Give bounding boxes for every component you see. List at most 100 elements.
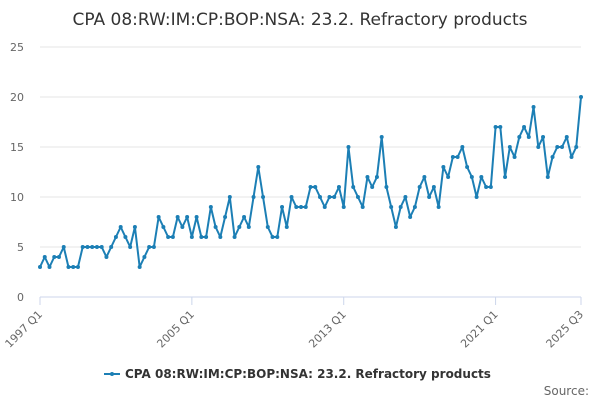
- data-point[interactable]: [275, 235, 280, 239]
- data-point[interactable]: [493, 125, 498, 129]
- data-point[interactable]: [75, 265, 80, 269]
- data-point[interactable]: [118, 225, 123, 229]
- data-point[interactable]: [450, 155, 455, 159]
- data-point[interactable]: [237, 225, 242, 229]
- data-point[interactable]: [142, 255, 147, 259]
- data-point[interactable]: [479, 175, 484, 179]
- data-point[interactable]: [517, 135, 522, 139]
- data-point[interactable]: [71, 265, 76, 269]
- data-point[interactable]: [128, 245, 133, 249]
- data-point[interactable]: [332, 195, 337, 199]
- data-point[interactable]: [498, 125, 503, 129]
- data-point[interactable]: [436, 205, 441, 209]
- data-point[interactable]: [336, 185, 341, 189]
- data-point[interactable]: [351, 185, 356, 189]
- data-point[interactable]: [42, 255, 47, 259]
- data-point[interactable]: [341, 205, 346, 209]
- data-point[interactable]: [199, 235, 204, 239]
- data-point[interactable]: [56, 255, 61, 259]
- data-point[interactable]: [99, 245, 104, 249]
- data-point[interactable]: [109, 245, 114, 249]
- data-point[interactable]: [94, 245, 99, 249]
- data-point[interactable]: [474, 195, 479, 199]
- data-point[interactable]: [256, 165, 261, 169]
- data-point[interactable]: [156, 215, 161, 219]
- data-point[interactable]: [408, 215, 413, 219]
- data-point[interactable]: [431, 185, 436, 189]
- legend[interactable]: CPA 08:RW:IM:CP:BOP:NSA: 23.2. Refractor…: [104, 367, 491, 381]
- data-point[interactable]: [289, 195, 294, 199]
- data-point[interactable]: [270, 235, 275, 239]
- data-point[interactable]: [503, 175, 508, 179]
- data-point[interactable]: [80, 245, 85, 249]
- data-point[interactable]: [365, 175, 370, 179]
- data-point[interactable]: [379, 135, 384, 139]
- data-point[interactable]: [427, 195, 432, 199]
- data-point[interactable]: [536, 145, 541, 149]
- data-point[interactable]: [346, 145, 351, 149]
- data-point[interactable]: [299, 205, 304, 209]
- data-point[interactable]: [170, 235, 175, 239]
- data-point[interactable]: [484, 185, 489, 189]
- data-point[interactable]: [560, 145, 565, 149]
- data-point[interactable]: [147, 245, 152, 249]
- data-point[interactable]: [213, 225, 218, 229]
- data-point[interactable]: [469, 175, 474, 179]
- data-point[interactable]: [189, 235, 194, 239]
- data-point[interactable]: [541, 135, 546, 139]
- data-point[interactable]: [360, 205, 365, 209]
- data-point[interactable]: [208, 205, 213, 209]
- data-point[interactable]: [374, 175, 379, 179]
- data-point[interactable]: [123, 235, 128, 239]
- data-point[interactable]: [398, 205, 403, 209]
- data-point[interactable]: [507, 145, 512, 149]
- data-point[interactable]: [569, 155, 574, 159]
- data-point[interactable]: [166, 235, 171, 239]
- data-point[interactable]: [246, 225, 251, 229]
- data-point[interactable]: [564, 135, 569, 139]
- data-point[interactable]: [322, 205, 327, 209]
- data-point[interactable]: [555, 145, 560, 149]
- data-point[interactable]: [294, 205, 299, 209]
- data-point[interactable]: [218, 235, 223, 239]
- data-point[interactable]: [389, 205, 394, 209]
- data-point[interactable]: [403, 195, 408, 199]
- data-point[interactable]: [261, 195, 266, 199]
- data-point[interactable]: [303, 205, 308, 209]
- legend-label[interactable]: CPA 08:RW:IM:CP:BOP:NSA: 23.2. Refractor…: [125, 367, 491, 381]
- data-point[interactable]: [280, 205, 285, 209]
- data-point[interactable]: [393, 225, 398, 229]
- data-point[interactable]: [47, 265, 52, 269]
- data-point[interactable]: [185, 215, 190, 219]
- data-point[interactable]: [446, 175, 451, 179]
- data-point[interactable]: [132, 225, 137, 229]
- data-point[interactable]: [104, 255, 109, 259]
- data-point[interactable]: [227, 195, 232, 199]
- data-point[interactable]: [113, 235, 118, 239]
- data-point[interactable]: [66, 265, 71, 269]
- data-point[interactable]: [465, 165, 470, 169]
- source-credit[interactable]: Source:: [544, 384, 589, 398]
- data-point[interactable]: [526, 135, 531, 139]
- data-point[interactable]: [313, 185, 318, 189]
- data-point[interactable]: [52, 255, 57, 259]
- data-point[interactable]: [422, 175, 427, 179]
- data-point[interactable]: [137, 265, 142, 269]
- data-point[interactable]: [251, 195, 256, 199]
- data-point[interactable]: [284, 225, 289, 229]
- data-point[interactable]: [441, 165, 446, 169]
- data-point[interactable]: [545, 175, 550, 179]
- data-point[interactable]: [574, 145, 579, 149]
- data-point[interactable]: [265, 225, 270, 229]
- data-point[interactable]: [531, 105, 536, 109]
- data-point[interactable]: [90, 245, 95, 249]
- data-point[interactable]: [550, 155, 555, 159]
- data-point[interactable]: [460, 145, 465, 149]
- data-point[interactable]: [175, 215, 180, 219]
- data-point[interactable]: [85, 245, 90, 249]
- data-point[interactable]: [161, 225, 166, 229]
- data-point[interactable]: [417, 185, 422, 189]
- data-point[interactable]: [204, 235, 209, 239]
- data-point[interactable]: [579, 95, 583, 99]
- data-point[interactable]: [512, 155, 517, 159]
